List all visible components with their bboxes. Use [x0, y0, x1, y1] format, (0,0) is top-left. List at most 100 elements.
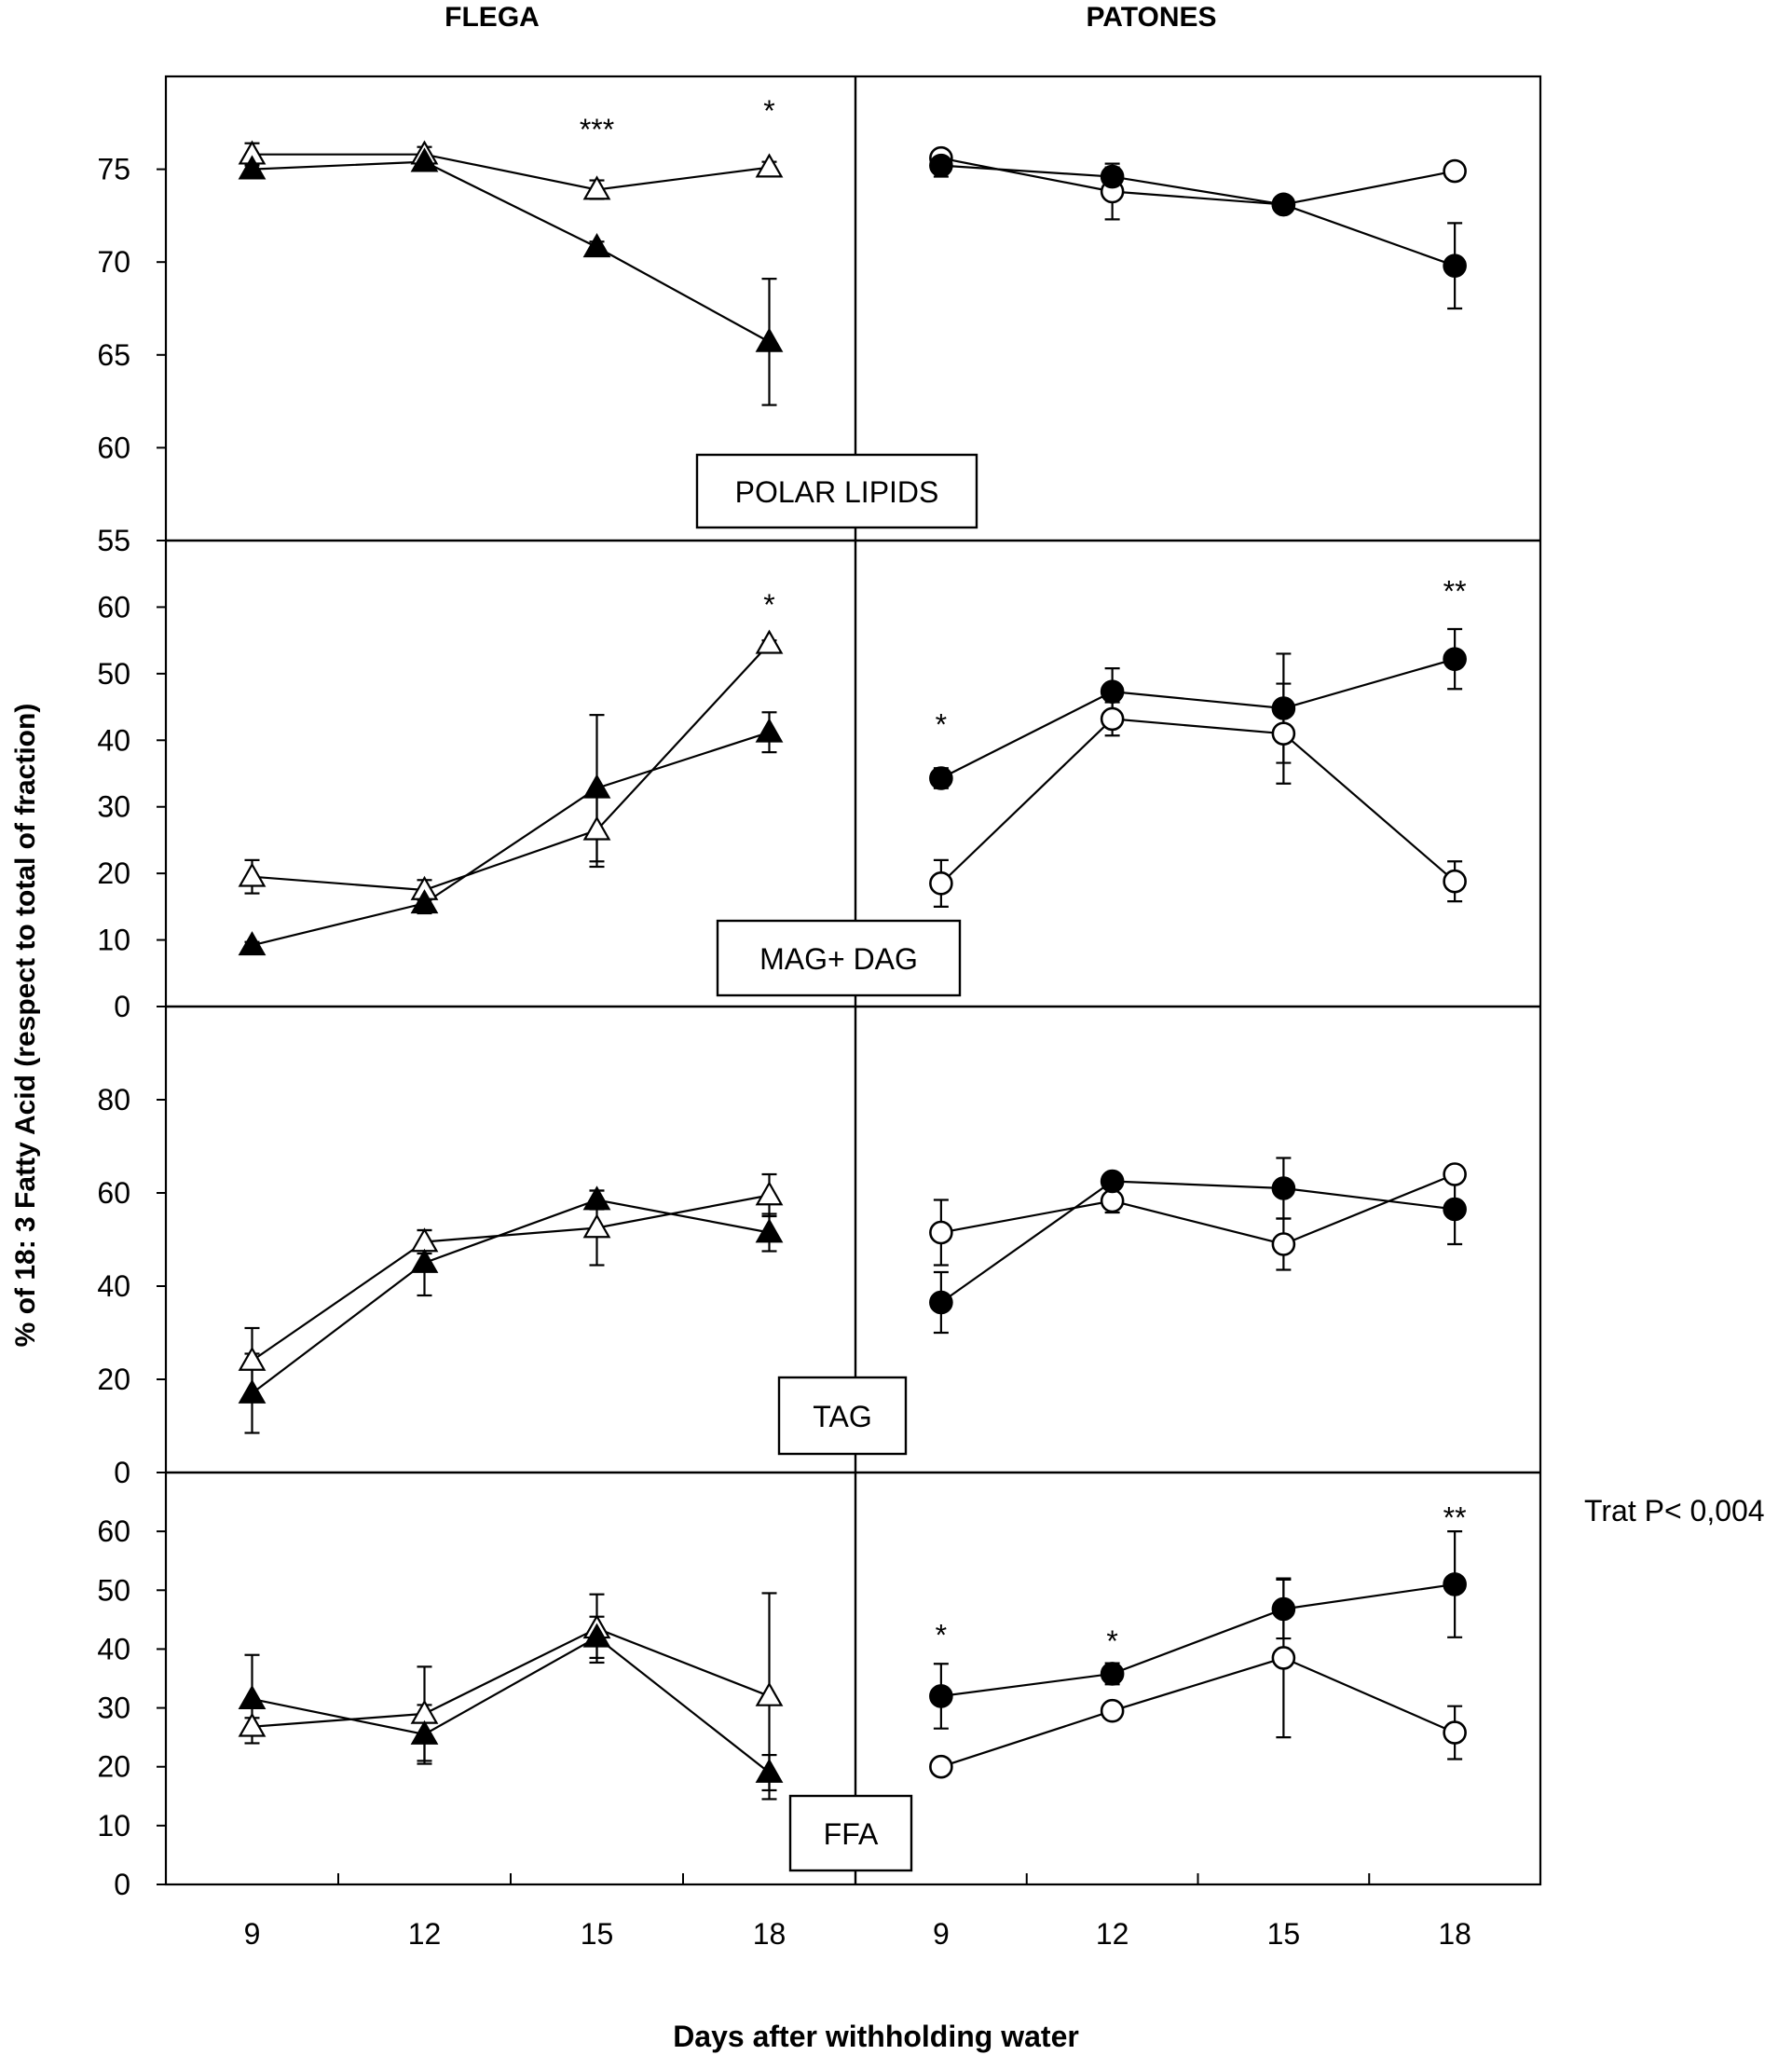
series-line [251, 1199, 770, 1394]
data-point-triangle-filled [582, 233, 611, 258]
significance-annotation: ** [1443, 575, 1467, 609]
data-point-circle-filled [1100, 679, 1125, 704]
x-tick-label: 15 [1267, 1917, 1301, 1951]
data-point-triangle-open [582, 815, 611, 841]
data-point-circle-open [1443, 1162, 1467, 1186]
y-tick-label: 50 [97, 1573, 130, 1607]
series-line [252, 160, 771, 343]
series-line [252, 642, 771, 892]
data-point-circle-open [1443, 158, 1467, 184]
y-tick-label: 0 [114, 1868, 130, 1901]
data-point-circle-filled [1100, 1169, 1125, 1194]
series-line [940, 157, 1456, 206]
data-point-triangle-open [238, 1712, 267, 1737]
data-point-circle-filled [1271, 1596, 1296, 1622]
y-tick-label: 20 [97, 1363, 130, 1396]
data-point-circle-filled [1443, 647, 1467, 671]
data-point-circle-filled [929, 766, 953, 790]
panel-label-box [777, 1376, 908, 1456]
data-point-circle-open [1271, 1232, 1296, 1256]
data-point-circle-open [1100, 706, 1125, 732]
data-point-circle-open [1443, 869, 1467, 894]
significance-annotation: * [936, 707, 947, 741]
data-point-triangle-filled [755, 718, 784, 743]
data-point-triangle-open [582, 175, 611, 200]
y-tick-label: 30 [97, 1692, 130, 1725]
panel-label-box [788, 1794, 913, 1872]
y-tick-label: 20 [97, 856, 130, 890]
panel-label: TAG [813, 1400, 871, 1433]
data-point-circle-open [1100, 1188, 1125, 1213]
column-header-flega: FLEGA [445, 2, 540, 33]
y-tick-label: 55 [97, 524, 130, 557]
series-line [940, 1656, 1456, 1768]
y-tick-label: 10 [97, 1809, 130, 1843]
data-point-triangle-open [755, 629, 784, 654]
data-point-circle-open [929, 1754, 953, 1779]
data-point-triangle-filled [582, 1623, 611, 1648]
data-point-circle-filled [1443, 1572, 1467, 1596]
data-point-triangle-filled [238, 1684, 267, 1709]
y-tick-label: 65 [97, 338, 130, 372]
series-line [940, 1582, 1456, 1698]
data-point-triangle-filled [410, 1248, 439, 1273]
y-tick-label: 30 [97, 790, 130, 824]
data-point-triangle-filled [410, 147, 439, 172]
y-tick-label: 10 [97, 924, 130, 957]
y-tick-label: 60 [97, 1176, 130, 1210]
data-point-circle-filled [1271, 1176, 1296, 1200]
series-line [940, 1180, 1456, 1304]
data-point-circle-filled [1100, 1662, 1125, 1686]
data-point-triangle-open [238, 862, 267, 887]
data-point-circle-open [1271, 1646, 1296, 1670]
data-point-circle-open [929, 1220, 953, 1245]
data-point-triangle-filled [582, 1185, 611, 1211]
y-tick-label: 60 [97, 431, 130, 464]
data-point-triangle-filled [238, 155, 267, 180]
data-point-triangle-filled [755, 327, 784, 352]
data-point-triangle-filled [755, 1218, 784, 1243]
y-tick-label: 40 [97, 723, 130, 757]
data-point-triangle-open [582, 1213, 611, 1239]
panel-label-box [716, 919, 962, 997]
data-point-triangle-filled [410, 889, 439, 914]
panel-label: MAG+ DAG [759, 942, 918, 976]
series-line [252, 731, 770, 947]
significance-annotation: * [763, 588, 774, 622]
treatment-p-value: Trat P< 0,004 [1584, 1494, 1765, 1528]
data-point-triangle-open [755, 1181, 784, 1206]
data-point-triangle-open [755, 153, 784, 178]
series-line [940, 164, 1456, 267]
x-tick-label: 9 [933, 1917, 950, 1951]
data-point-triangle-filled [238, 931, 267, 956]
data-point-circle-filled [1271, 192, 1296, 217]
data-point-circle-filled [929, 1290, 953, 1315]
y-tick-label: 40 [97, 1632, 130, 1665]
x-tick-label: 18 [1438, 1917, 1471, 1951]
significance-annotation: *** [580, 113, 614, 146]
x-tick-label: 9 [244, 1917, 261, 1951]
series-line [252, 1636, 771, 1774]
data-point-circle-open [1271, 721, 1296, 746]
y-tick-label: 50 [97, 657, 130, 691]
x-tick-label: 15 [581, 1917, 614, 1951]
data-point-circle-open [1443, 1720, 1467, 1745]
x-axis-label: Days after withholding water [673, 2020, 1079, 2053]
data-point-circle-filled [1443, 1197, 1467, 1222]
data-point-circle-open [929, 871, 953, 896]
data-point-circle-filled [929, 153, 953, 178]
panel-label: FFA [824, 1817, 879, 1851]
y-tick-label: 0 [114, 1456, 130, 1489]
data-point-triangle-filled [410, 1719, 439, 1745]
x-tick-label: 12 [408, 1917, 442, 1951]
y-tick-label: 60 [97, 590, 130, 623]
significance-annotation: * [1106, 1624, 1117, 1658]
column-header-patones: PATONES [1086, 2, 1216, 33]
panel-label: POLAR LIPIDS [735, 475, 939, 509]
data-point-triangle-open [410, 1699, 439, 1724]
y-tick-label: 75 [97, 153, 130, 186]
series-line [251, 1194, 770, 1362]
series-line [940, 1172, 1456, 1246]
